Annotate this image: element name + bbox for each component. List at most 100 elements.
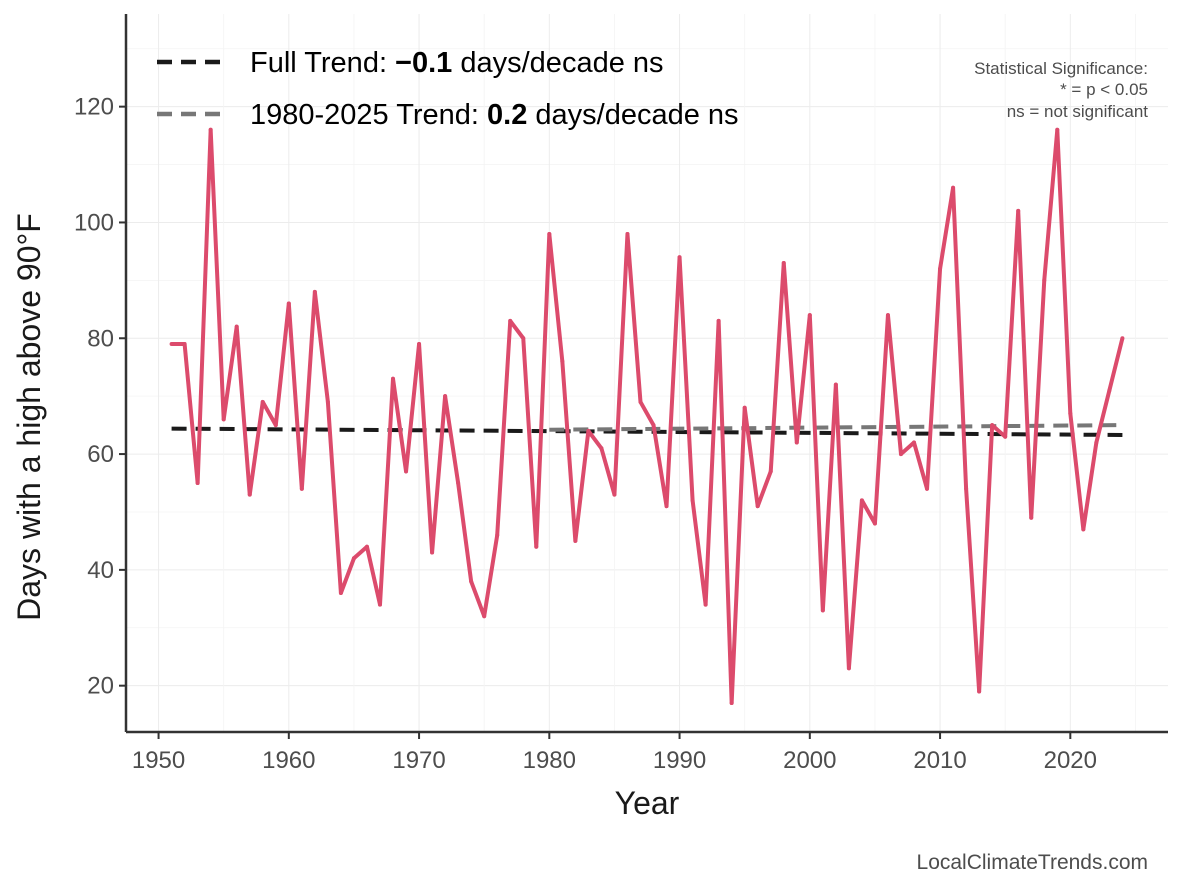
data-point-2022 bbox=[1094, 440, 1099, 445]
data-point-1963 bbox=[325, 399, 330, 404]
data-point-1975 bbox=[482, 614, 487, 619]
data-point-1985 bbox=[612, 492, 617, 497]
data-point-2011 bbox=[951, 185, 956, 190]
x-tick-label-1970: 1970 bbox=[392, 747, 445, 774]
significance-p-value: * = p < 0.05 bbox=[1060, 80, 1148, 99]
data-point-2003 bbox=[846, 666, 851, 671]
axes bbox=[124, 14, 1168, 734]
data-point-2001 bbox=[820, 608, 825, 613]
data-point-1964 bbox=[338, 591, 343, 596]
x-tick-label-2020: 2020 bbox=[1044, 747, 1097, 774]
y-tick-label-80: 80 bbox=[87, 325, 114, 352]
data-point-2013 bbox=[977, 689, 982, 694]
data-point-2020 bbox=[1068, 411, 1073, 416]
y-tick-label-100: 100 bbox=[74, 209, 114, 236]
data-point-1966 bbox=[364, 544, 369, 549]
data-point-1994 bbox=[729, 701, 734, 706]
data-point-1965 bbox=[351, 556, 356, 561]
data-point-1956 bbox=[234, 324, 239, 329]
data-point-1976 bbox=[495, 533, 500, 538]
legend: Full Trend: −0.1 days/decade ns 1980-202… bbox=[157, 47, 739, 131]
data-point-1952 bbox=[182, 342, 187, 347]
y-tick-label-20: 20 bbox=[87, 673, 114, 700]
data-point-1989 bbox=[664, 504, 669, 509]
data-point-1961 bbox=[299, 486, 304, 491]
data-point-1973 bbox=[456, 481, 461, 486]
data-point-1955 bbox=[221, 417, 226, 422]
data-point-1958 bbox=[260, 399, 265, 404]
trend-lines bbox=[171, 423, 1123, 437]
data-point-2012 bbox=[964, 486, 969, 491]
data-point-1992 bbox=[703, 602, 708, 607]
data-point-2019 bbox=[1055, 127, 1060, 132]
data-point-1986 bbox=[625, 232, 630, 237]
data-point-2005 bbox=[872, 521, 877, 526]
significance-note: Statistical Significance: * = p < 0.05 n… bbox=[974, 59, 1148, 121]
legend-entry-1980-trend: 1980-2025 Trend: 0.2 days/decade ns bbox=[250, 99, 739, 131]
data-point-1970 bbox=[417, 342, 422, 347]
data-point-2008 bbox=[912, 440, 917, 445]
data-point-2023 bbox=[1107, 388, 1112, 393]
x-tick-label-2000: 2000 bbox=[783, 747, 836, 774]
data-point-2015 bbox=[1003, 434, 1008, 439]
data-point-1974 bbox=[469, 579, 474, 584]
legend-entry-1980-trend-suffix: days/decade ns bbox=[527, 99, 738, 131]
data-point-2004 bbox=[859, 498, 864, 503]
data-point-1978 bbox=[521, 336, 526, 341]
data-point-2021 bbox=[1081, 527, 1086, 532]
data-point-1967 bbox=[377, 602, 382, 607]
y-tick-label-60: 60 bbox=[87, 441, 114, 468]
data-point-2002 bbox=[833, 382, 838, 387]
data-point-1959 bbox=[273, 423, 278, 428]
legend-entry-1980-trend-prefix: 1980-2025 Trend: bbox=[250, 99, 487, 131]
data-point-1971 bbox=[430, 550, 435, 555]
data-point-2006 bbox=[885, 313, 890, 318]
data-series bbox=[169, 127, 1125, 706]
data-point-1987 bbox=[638, 399, 643, 404]
data-point-1995 bbox=[742, 405, 747, 410]
x-tick-label-1980: 1980 bbox=[523, 747, 576, 774]
data-point-2010 bbox=[938, 266, 943, 271]
data-point-1983 bbox=[586, 428, 591, 433]
data-point-1954 bbox=[208, 127, 213, 132]
data-point-1982 bbox=[573, 538, 578, 543]
data-point-1981 bbox=[560, 359, 565, 364]
data-point-2007 bbox=[898, 452, 903, 457]
legend-entry-full-trend-value: −0.1 bbox=[395, 47, 452, 79]
data-point-1998 bbox=[781, 260, 786, 265]
data-point-2014 bbox=[990, 423, 995, 428]
series-line-days-above-90 bbox=[171, 127, 1125, 706]
data-point-1951 bbox=[169, 342, 174, 347]
source-credit: LocalClimateTrends.com bbox=[917, 851, 1148, 874]
x-tick-label-1950: 1950 bbox=[132, 747, 185, 774]
data-point-1953 bbox=[195, 481, 200, 486]
legend-entry-1980-trend-value: 0.2 bbox=[487, 99, 527, 131]
y-tick-label-40: 40 bbox=[87, 557, 114, 584]
data-point-1969 bbox=[404, 469, 409, 474]
x-tick-label-2010: 2010 bbox=[913, 747, 966, 774]
data-point-1984 bbox=[599, 446, 604, 451]
data-point-1991 bbox=[690, 498, 695, 503]
significance-title: Statistical Significance: bbox=[974, 59, 1148, 78]
data-point-1977 bbox=[508, 318, 513, 323]
data-point-1979 bbox=[534, 544, 539, 549]
significance-ns: ns = not significant bbox=[1007, 102, 1149, 121]
y-tick-label-120: 120 bbox=[74, 94, 114, 121]
data-point-1968 bbox=[391, 376, 396, 381]
data-point-1957 bbox=[247, 492, 252, 497]
data-point-1999 bbox=[794, 440, 799, 445]
legend-entry-full-trend-prefix: Full Trend: bbox=[250, 47, 395, 79]
data-point-2017 bbox=[1029, 515, 1034, 520]
data-point-2016 bbox=[1016, 208, 1021, 213]
data-point-1980 bbox=[547, 232, 552, 237]
data-point-1990 bbox=[677, 255, 682, 260]
data-point-2018 bbox=[1042, 278, 1047, 283]
data-point-2024 bbox=[1120, 336, 1125, 341]
data-point-2000 bbox=[807, 313, 812, 318]
data-point-1996 bbox=[755, 504, 760, 509]
data-point-1962 bbox=[312, 289, 317, 294]
data-point-1997 bbox=[768, 469, 773, 474]
y-axis-title: Days with a high above 90°F bbox=[11, 213, 47, 621]
data-point-1972 bbox=[443, 394, 448, 399]
